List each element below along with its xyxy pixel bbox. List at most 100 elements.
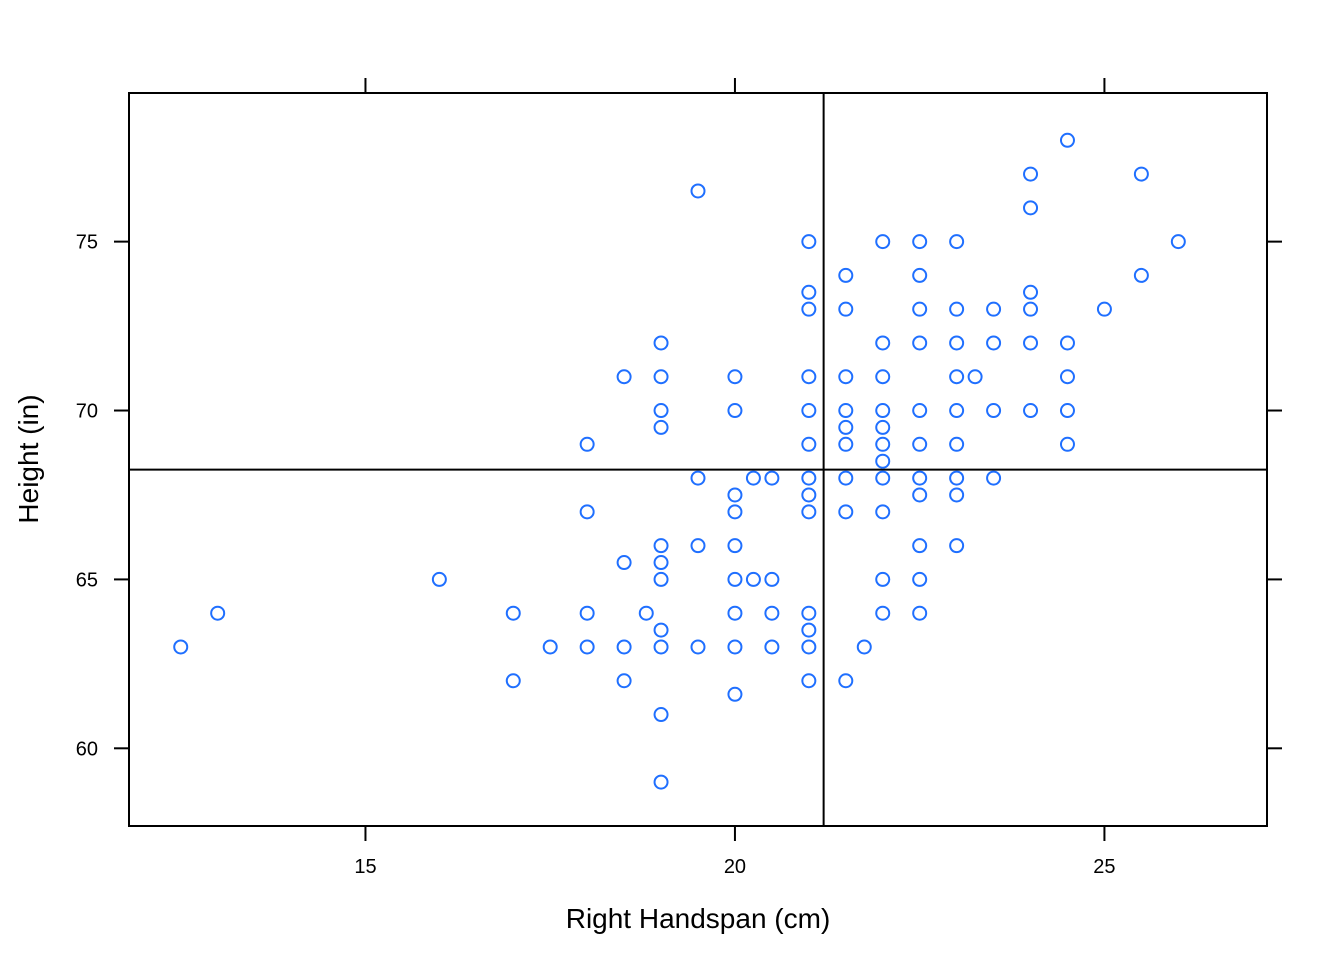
data-point — [764, 605, 780, 621]
data-point — [838, 436, 854, 452]
data-point — [690, 639, 706, 655]
data-point — [1059, 335, 1075, 351]
data-point — [1133, 166, 1149, 182]
data-point — [949, 487, 965, 503]
data-point — [764, 639, 780, 655]
data-point — [1133, 267, 1149, 283]
data-point — [801, 470, 817, 486]
data-point — [801, 436, 817, 452]
y-tick-label: 75 — [76, 232, 98, 254]
data-point — [1023, 335, 1039, 351]
data-point — [1059, 436, 1075, 452]
data-point — [764, 470, 780, 486]
data-point — [875, 504, 891, 520]
data-point — [875, 436, 891, 452]
data-point — [801, 673, 817, 689]
y-tick-label: 70 — [76, 401, 98, 423]
data-point — [616, 673, 632, 689]
data-point — [912, 605, 928, 621]
data-point — [912, 301, 928, 317]
data-point — [764, 571, 780, 587]
data-point — [875, 369, 891, 385]
data-point — [690, 470, 706, 486]
data-point — [1170, 234, 1186, 250]
data-point — [1023, 284, 1039, 300]
data-point — [653, 622, 669, 638]
data-points — [173, 132, 1186, 790]
y-axis-title: Height (in) — [13, 394, 44, 523]
data-point — [875, 403, 891, 419]
data-point — [801, 622, 817, 638]
data-point — [727, 504, 743, 520]
data-point — [727, 538, 743, 554]
data-point — [949, 538, 965, 554]
data-point — [986, 470, 1002, 486]
data-point — [986, 403, 1002, 419]
data-point — [653, 639, 669, 655]
data-point — [986, 301, 1002, 317]
data-point — [653, 707, 669, 723]
data-point — [875, 453, 891, 469]
y-tick-label: 60 — [76, 738, 98, 760]
data-point — [616, 555, 632, 571]
data-point — [727, 487, 743, 503]
data-point — [838, 403, 854, 419]
data-point — [912, 335, 928, 351]
x-tick-label: 25 — [1093, 856, 1115, 878]
data-point — [653, 538, 669, 554]
data-point — [801, 639, 817, 655]
plot-frame — [128, 92, 1268, 827]
data-point — [967, 369, 983, 385]
data-point — [949, 369, 965, 385]
data-point — [1023, 301, 1039, 317]
data-point — [949, 403, 965, 419]
data-point — [210, 605, 226, 621]
data-point — [912, 267, 928, 283]
data-point — [949, 234, 965, 250]
data-point — [856, 639, 872, 655]
x-tick-label: 20 — [724, 856, 746, 878]
data-point — [801, 504, 817, 520]
data-point — [949, 470, 965, 486]
data-point — [875, 335, 891, 351]
data-point — [838, 673, 854, 689]
data-point — [653, 571, 669, 587]
data-point — [801, 605, 817, 621]
data-point — [949, 301, 965, 317]
data-point — [505, 673, 521, 689]
data-point — [1059, 403, 1075, 419]
y-tick-label: 65 — [76, 569, 98, 591]
data-point — [875, 470, 891, 486]
data-point — [912, 234, 928, 250]
x-tick-label: 15 — [354, 856, 376, 878]
data-point — [838, 419, 854, 435]
data-point — [579, 436, 595, 452]
data-point — [727, 571, 743, 587]
data-point — [505, 605, 521, 621]
data-point — [1096, 301, 1112, 317]
data-point — [912, 487, 928, 503]
data-point — [986, 335, 1002, 351]
data-point — [616, 639, 632, 655]
data-point — [949, 436, 965, 452]
data-point — [912, 571, 928, 587]
data-point — [1059, 132, 1075, 148]
data-point — [653, 369, 669, 385]
data-point — [912, 538, 928, 554]
data-point — [579, 504, 595, 520]
data-point — [173, 639, 189, 655]
data-point — [653, 419, 669, 435]
data-point — [727, 369, 743, 385]
data-point — [912, 470, 928, 486]
data-point — [838, 267, 854, 283]
data-point — [801, 403, 817, 419]
data-point — [727, 605, 743, 621]
data-point — [1059, 369, 1075, 385]
data-point — [616, 369, 632, 385]
data-point — [875, 234, 891, 250]
data-point — [579, 639, 595, 655]
data-point — [801, 234, 817, 250]
data-point — [653, 335, 669, 351]
data-point — [838, 470, 854, 486]
data-point — [579, 605, 595, 621]
